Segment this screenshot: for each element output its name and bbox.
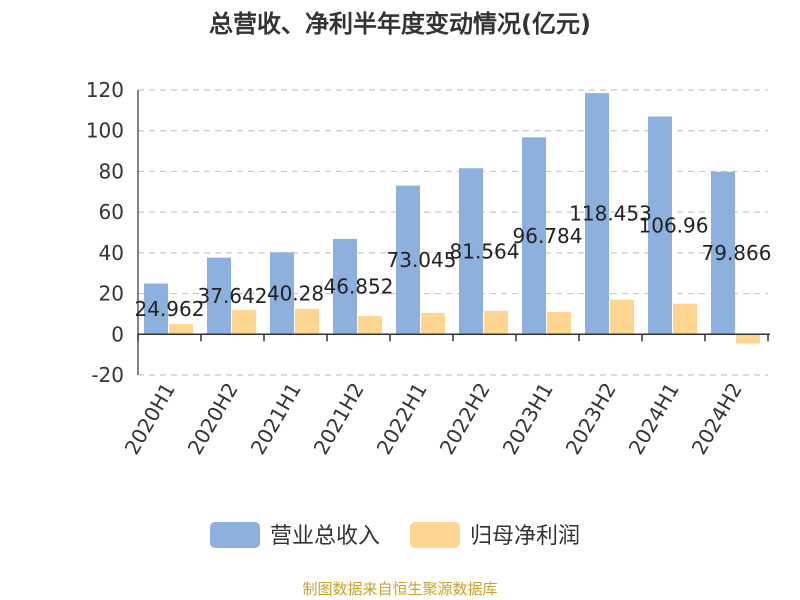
- x-tick-label: 2023H2: [561, 379, 621, 459]
- data-label: 79.866: [702, 241, 772, 265]
- y-tick-label: 40: [99, 241, 124, 265]
- data-label: 81.564: [450, 239, 520, 263]
- data-label: 118.453: [569, 202, 652, 226]
- bar-profit: [547, 311, 571, 335]
- data-label: 24.962: [135, 297, 205, 321]
- bar-revenue: [585, 93, 609, 335]
- bar-revenue: [648, 116, 672, 335]
- bar-profit: [169, 324, 193, 335]
- y-tick-label: 20: [99, 282, 124, 306]
- x-tick-label: 2024H2: [687, 379, 747, 459]
- bar-profit: [358, 315, 382, 335]
- bar-revenue: [144, 283, 168, 335]
- x-tick-label: 2020H1: [120, 379, 180, 459]
- y-tick-label: 60: [99, 200, 124, 224]
- y-tick-label: 0: [111, 322, 124, 346]
- data-label: 46.852: [324, 275, 394, 299]
- bar-profit: [421, 312, 445, 335]
- bar-revenue: [459, 168, 483, 335]
- x-tick-label: 2024H1: [624, 379, 684, 459]
- data-label: 96.784: [513, 224, 583, 248]
- x-tick-label: 2021H1: [246, 379, 306, 459]
- data-label: 37.642: [198, 284, 268, 308]
- y-tick-label: -20: [91, 363, 124, 387]
- x-tick-label: 2022H2: [435, 379, 495, 459]
- legend-swatch: [410, 522, 460, 548]
- y-tick-label: 120: [86, 78, 124, 102]
- data-label: 40.28: [267, 281, 324, 305]
- bar-revenue: [333, 238, 357, 335]
- bar-profit: [484, 310, 508, 335]
- bar-profit: [610, 299, 634, 335]
- x-tick-label: 2023H1: [498, 379, 558, 459]
- data-label: 106.96: [639, 213, 709, 237]
- bar-profit: [673, 303, 697, 335]
- bar-profit: [736, 334, 760, 344]
- data-label: 73.045: [387, 248, 457, 272]
- x-tick-label: 2021H2: [309, 379, 369, 459]
- y-tick-label: 100: [86, 119, 124, 143]
- bar-revenue: [207, 257, 231, 335]
- bar-revenue: [711, 171, 735, 335]
- bar-profit: [295, 308, 319, 335]
- x-tick-label: 2022H1: [372, 379, 432, 459]
- legend-label: 归母净利润: [470, 524, 580, 549]
- legend-swatch: [210, 522, 260, 548]
- y-tick-label: 80: [99, 159, 124, 183]
- x-tick-label: 2020H2: [183, 379, 243, 459]
- source-note: 制图数据来自恒生聚源数据库: [302, 580, 498, 598]
- legend-label: 营业总收入: [270, 524, 380, 549]
- bar-revenue: [522, 137, 546, 335]
- bar-revenue: [270, 252, 294, 335]
- bar-revenue: [396, 185, 420, 335]
- chart-title: 总营收、净利半年度变动情况(亿元): [209, 10, 591, 38]
- bar-profit: [232, 309, 256, 335]
